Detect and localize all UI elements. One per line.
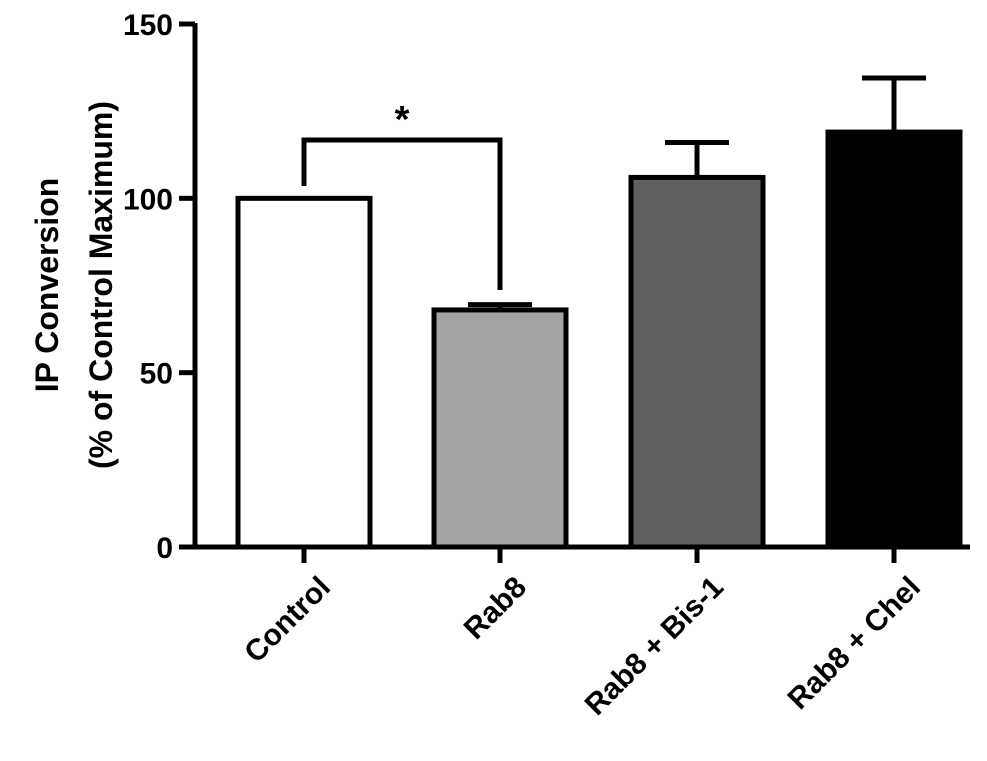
significance-bracket xyxy=(301,137,503,290)
y-axis-title-line-1: IP Conversion xyxy=(29,178,65,393)
bars xyxy=(235,129,963,550)
bar xyxy=(431,307,569,550)
y-tick-label: 150 xyxy=(123,9,173,42)
y-axis-title-line-2: (% of Control Maximum) xyxy=(83,101,119,469)
y-axis-title: IP Conversion (% of Control Maximum) xyxy=(29,101,119,469)
y-tick-label: 100 xyxy=(123,183,173,216)
bar xyxy=(825,129,963,550)
bar xyxy=(235,195,373,550)
x-tick-label: Rab8 + Bis-1 xyxy=(579,571,730,722)
x-tick-label: Control xyxy=(238,571,337,670)
x-tick-label: Rab8 + Chel xyxy=(782,571,927,716)
significance-annotations: * xyxy=(301,99,503,290)
bar xyxy=(628,174,766,550)
significance-label: * xyxy=(395,99,410,141)
error-bars xyxy=(468,75,926,310)
y-axis: 0 50 100 150 xyxy=(123,9,198,565)
x-axis: Control Rab8 Rab8 + Bis-1 Rab8 + Chel xyxy=(193,544,970,722)
y-tick-label: 50 xyxy=(140,358,173,391)
x-tick-label: Rab8 xyxy=(458,571,533,646)
y-tick-label: 0 xyxy=(156,532,173,565)
